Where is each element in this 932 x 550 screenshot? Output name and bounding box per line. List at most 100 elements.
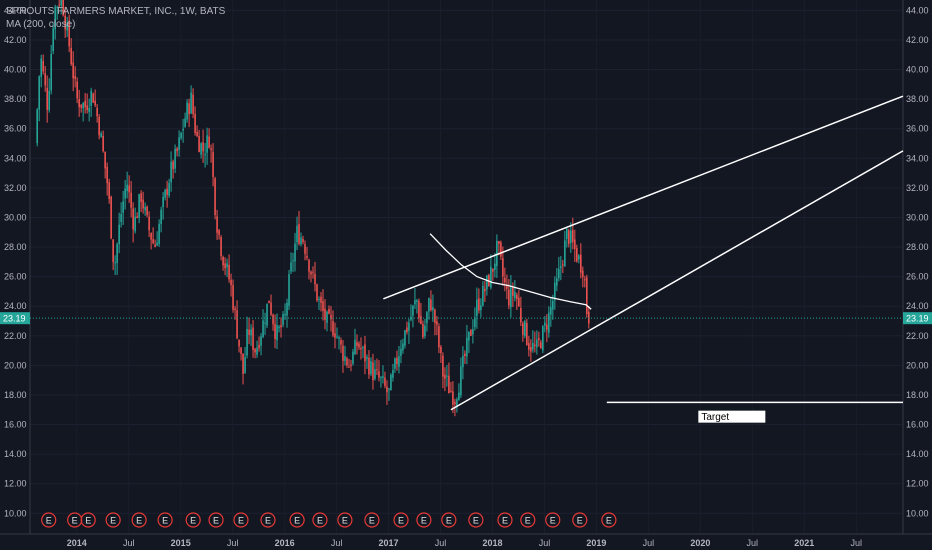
y-tick-label-left: 26.00 [4,272,27,282]
y-tick-label-right: 12.00 [906,479,929,489]
candle-body [522,323,524,335]
candle-body [378,371,380,378]
y-tick-label-right: 32.00 [906,183,929,193]
candle-body [126,184,128,192]
x-tick-label: 2016 [275,538,295,548]
candle-body [512,287,514,296]
candle-body [214,178,216,216]
grid [30,0,903,534]
candle-body [114,262,116,264]
candle-body [358,343,360,348]
candle-body [176,148,178,152]
candle-body [418,301,420,319]
candle-body [352,351,354,364]
y-tick-label-left: 14.00 [4,449,27,459]
candle-body [336,336,338,338]
candle-body [74,76,76,79]
candle-body [380,377,382,379]
last-price-label-right: 23.19 [906,314,929,324]
y-tick-label-left: 42.00 [4,35,27,45]
candle-body [318,298,320,300]
candle-body [542,326,544,351]
candle-body [478,298,480,311]
candle-body [470,330,472,336]
candle-body [158,223,160,244]
candle-body [42,61,44,72]
y-tick-label-left: 38.00 [4,94,27,104]
candle-body [584,279,586,281]
candle-body [544,322,546,326]
candle-body [472,329,474,335]
y-tick-label-right: 36.00 [906,124,929,134]
candle-body [78,98,80,108]
candle-body [54,6,56,30]
candle-body [548,312,550,333]
candle-body [372,362,374,381]
candle-body [216,216,218,233]
candle-body [212,152,214,177]
candle-body [164,189,166,198]
y-tick-label-left: 32.00 [4,183,27,193]
x-tick-label: 2021 [794,538,814,548]
candle-body [146,206,148,216]
y-tick-label-right: 28.00 [906,242,929,252]
earnings-marker-label: E [577,516,583,526]
y-tick-label-left: 36.00 [4,124,27,134]
candle-body [36,109,38,144]
candle-body [82,103,84,109]
earnings-marker [520,512,536,528]
earnings-marker-label: E [550,516,556,526]
candle-body [382,376,384,378]
candle-body [140,193,142,203]
candle-body [404,330,406,346]
y-tick-label-left: 12.00 [4,479,27,489]
candle-body [98,117,100,136]
last-price-label-left: 23.19 [3,314,26,324]
chart-legend: SPROUTS FARMERS MARKET, INC., 1W, BATS M… [6,5,225,31]
candle-body [302,238,304,243]
candle-body [532,342,534,350]
candle-body [430,299,432,311]
candle-body [388,388,390,390]
candle-body [368,357,370,375]
candle-body [436,321,438,325]
candle-body [274,323,276,340]
candle-body [504,277,506,283]
candle-body [258,344,260,349]
candle-body [550,307,552,315]
candle-body [288,274,290,306]
earnings-marker [260,512,276,528]
candle-body [360,347,362,350]
candle-body [162,197,164,208]
candle-body [392,370,394,378]
candle-body [518,297,520,307]
earnings-marker [105,512,121,528]
moving-average-line [429,233,592,310]
candle-body [236,310,238,339]
y-tick-label-left: 22.00 [4,331,27,341]
candle-body [204,154,206,156]
candle-body [420,315,422,325]
earnings-marker [312,512,328,528]
candle-body [412,305,414,316]
candle-body [154,244,156,247]
candle-body [120,214,122,222]
candle-body [294,243,296,262]
y-tick-label-right: 44.00 [906,5,929,15]
candle-body [152,239,154,244]
candle-body [564,240,566,267]
earnings-marker [208,512,224,528]
candle-body [570,230,572,243]
candle-body [306,256,308,258]
x-tick-label: 2017 [379,538,399,548]
candle-body [320,296,322,303]
candle-body [496,240,498,267]
trend-lines [383,95,904,411]
earnings-marker-label: E [238,516,244,526]
candle-body [132,208,134,230]
candle-body [290,262,292,272]
candle-body [464,353,466,357]
earnings-marker [545,512,561,528]
earnings-marker [80,512,96,528]
